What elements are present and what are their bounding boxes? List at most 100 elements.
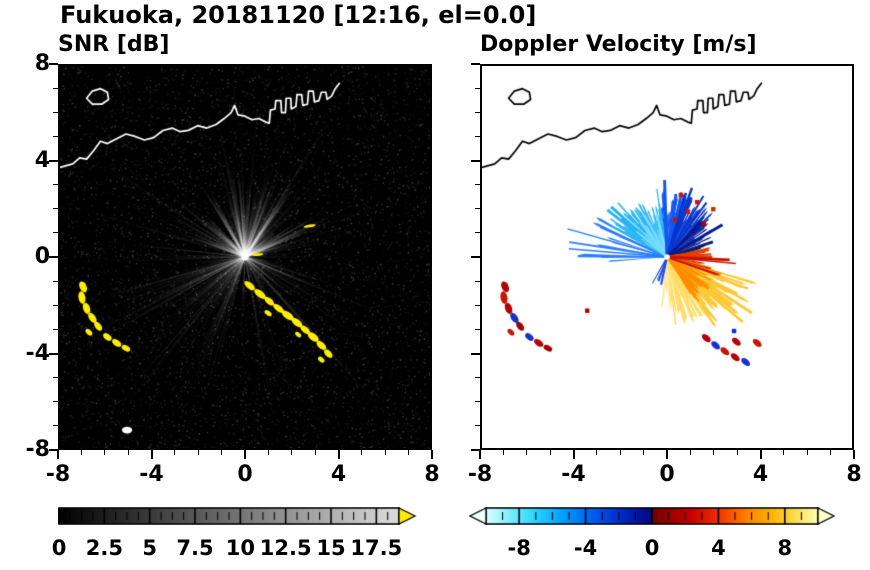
y-tick-label: -4 [25,340,50,366]
x-axis-tick [619,450,621,455]
figure-title: Fukuoka, 20181120 [12:16, el=0.0] [60,1,537,29]
snr-radar-image [60,66,430,448]
colorbar-tick-label: 5 [142,536,157,560]
y-axis-tick [53,232,58,234]
x-axis-tick [666,450,668,459]
y-axis-tick [475,135,480,137]
panel-doppler-title: Doppler Velocity [m/s] [480,32,757,57]
x-axis-tick [572,450,575,459]
x-tick-label: -4 [561,462,586,487]
y-axis-tick [53,135,58,137]
y-axis-tick [49,352,58,355]
x-axis-tick [408,450,410,455]
doppler-radar-image [482,66,852,448]
x-axis-tick [713,450,715,455]
x-axis-tick [759,450,762,459]
x-axis-tick [689,450,691,455]
colorbar-tick-label: -4 [573,536,598,560]
x-axis-tick [736,450,738,455]
y-axis-tick [475,208,480,210]
colorbar-tick-label: 2.5 [85,536,123,560]
x-axis-tick [431,450,433,459]
y-axis-tick [475,425,480,427]
x-axis-tick [526,450,528,455]
x-axis-tick [80,450,82,455]
y-axis-tick [53,111,58,113]
x-axis-tick [853,450,855,459]
colorbar-tick-label: 7.5 [176,536,214,560]
x-tick-label: 4 [330,462,347,487]
y-axis-tick [49,159,58,162]
y-axis-tick [53,304,58,306]
x-axis-tick [244,450,246,459]
colorbar-tick-label: 0 [644,536,660,560]
y-axis-tick [471,449,480,451]
x-tick-label: 8 [424,462,440,487]
x-axis-tick [361,450,363,455]
colorbar-tick-label: 12.5 [259,536,312,560]
colorbar-tick-label: 17.5 [350,536,403,560]
panel-snr-title: SNR [dB] [58,32,170,57]
colorbar-tick-label: 10 [225,536,255,560]
y-axis-tick [53,377,58,379]
x-tick-label: 0 [659,462,675,487]
x-axis-tick [596,450,598,455]
y-axis-tick [471,256,480,258]
x-axis-tick [783,450,785,455]
y-tick-label: 0 [34,244,50,269]
x-tick-label: -8 [45,462,71,487]
y-axis-tick [53,425,58,427]
snr-colorbar [58,507,418,525]
x-axis-tick [127,450,129,455]
x-axis-tick [384,450,386,455]
y-tick-label: -8 [25,437,50,462]
x-axis-tick [291,450,293,455]
y-axis-tick [471,352,480,355]
x-axis-tick [549,450,551,455]
x-axis-tick [57,450,59,459]
x-tick-label: -8 [467,462,493,487]
x-axis-tick [337,450,340,459]
y-axis-tick [49,256,58,258]
x-tick-label: 4 [752,462,769,487]
x-axis-tick [174,450,176,455]
x-axis-tick [830,450,832,455]
x-tick-label: 8 [846,462,862,487]
snr-plot-area [58,64,432,450]
x-tick-label: 0 [237,462,253,487]
y-axis-tick [471,159,480,162]
y-axis-tick [53,280,58,282]
doppler-colorbar [469,507,841,525]
x-axis-tick [267,450,269,455]
y-axis-tick [475,280,480,282]
y-axis-tick [471,63,480,65]
x-axis-tick [806,450,808,455]
x-axis-tick [150,450,153,459]
y-axis-tick [53,87,58,89]
y-axis-tick [475,87,480,89]
colorbar-tick-label: 15 [316,536,346,560]
y-axis-tick [49,449,58,451]
colorbar-tick-label: 4 [711,536,726,560]
x-axis-tick [221,450,223,455]
colorbar-tick-label: 0 [51,536,67,560]
y-axis-tick [53,208,58,210]
x-axis-tick [314,450,316,455]
y-axis-tick [475,377,480,379]
colorbar-tick-label: 8 [777,536,793,560]
y-axis-tick [475,232,480,234]
x-axis-tick [104,450,106,455]
x-axis-tick [197,450,199,455]
x-axis-tick [479,450,481,459]
y-axis-tick [475,328,480,330]
y-axis-tick [53,184,58,186]
y-axis-tick [49,63,58,65]
y-axis-tick [475,401,480,403]
y-axis-tick [475,304,480,306]
colorbar-tick-label: -8 [507,536,531,560]
y-tick-label: 4 [34,147,50,173]
x-axis-tick [502,450,504,455]
y-axis-tick [475,184,480,186]
x-tick-label: -4 [139,462,164,487]
